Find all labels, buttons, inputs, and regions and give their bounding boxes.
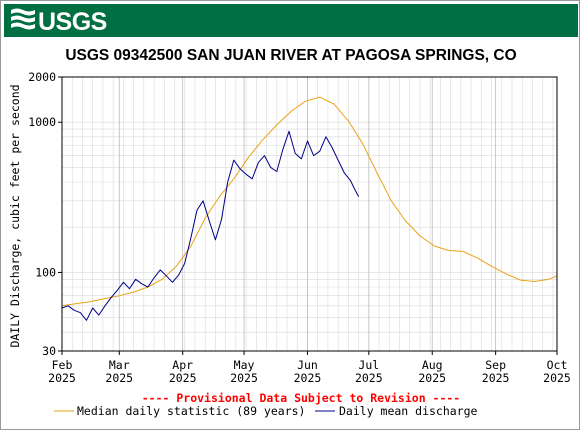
y-tick-label: 100 (35, 265, 56, 279)
x-tick-label-month: Apr (172, 358, 193, 372)
y-tick-label: 1000 (28, 115, 56, 129)
axis-ticks: 3010010002000Feb2025Mar2025Apr2025May202… (28, 70, 571, 385)
usgs-logo-text: USGS (38, 8, 107, 36)
series-lines (61, 96, 558, 321)
legend: Median daily statistic (89 years) Daily … (54, 404, 478, 418)
x-tick-label-year: 2025 (230, 371, 258, 385)
x-tick-label-year: 2025 (482, 371, 510, 385)
x-tick-label-year: 2025 (355, 371, 383, 385)
y-axis-label: DAILY Discharge, cubic feet per second (8, 84, 22, 347)
usgs-logo-icon (11, 8, 35, 30)
x-tick-label-month: Sep (485, 358, 506, 372)
y-tick-label: 2000 (28, 70, 56, 84)
x-tick-label-month: Aug (422, 358, 443, 372)
legend-median-label: Median daily statistic (89 years) (77, 404, 305, 418)
x-tick-label-year: 2025 (169, 371, 197, 385)
legend-daily-label: Daily mean discharge (339, 404, 478, 418)
x-tick-label-month: Feb (52, 358, 73, 372)
series-line-daily-mean (61, 130, 360, 321)
x-tick-label-month: Oct (547, 358, 568, 372)
x-tick-label-year: 2025 (48, 371, 76, 385)
x-tick-label-month: Mar (109, 358, 130, 372)
y-tick-label: 30 (42, 344, 56, 358)
provisional-note: ---- Provisional Data Subject to Revisio… (142, 391, 461, 405)
x-tick-label-year: 2025 (543, 371, 571, 385)
series-line-median (61, 96, 558, 307)
grid-lines (61, 76, 558, 352)
x-tick-label-month: Jun (297, 358, 318, 372)
x-tick-label-year: 2025 (294, 371, 322, 385)
chart-title: USGS 09342500 SAN JUAN RIVER AT PAGOSA S… (65, 47, 516, 64)
header-bar (4, 4, 578, 37)
x-tick-label-month: May (234, 358, 255, 372)
x-tick-label-year: 2025 (418, 371, 446, 385)
plot-area-border (61, 76, 558, 352)
x-tick-label-month: Jul (358, 358, 379, 372)
usgs-header: USGS (4, 4, 578, 37)
x-tick-label-year: 2025 (105, 371, 133, 385)
